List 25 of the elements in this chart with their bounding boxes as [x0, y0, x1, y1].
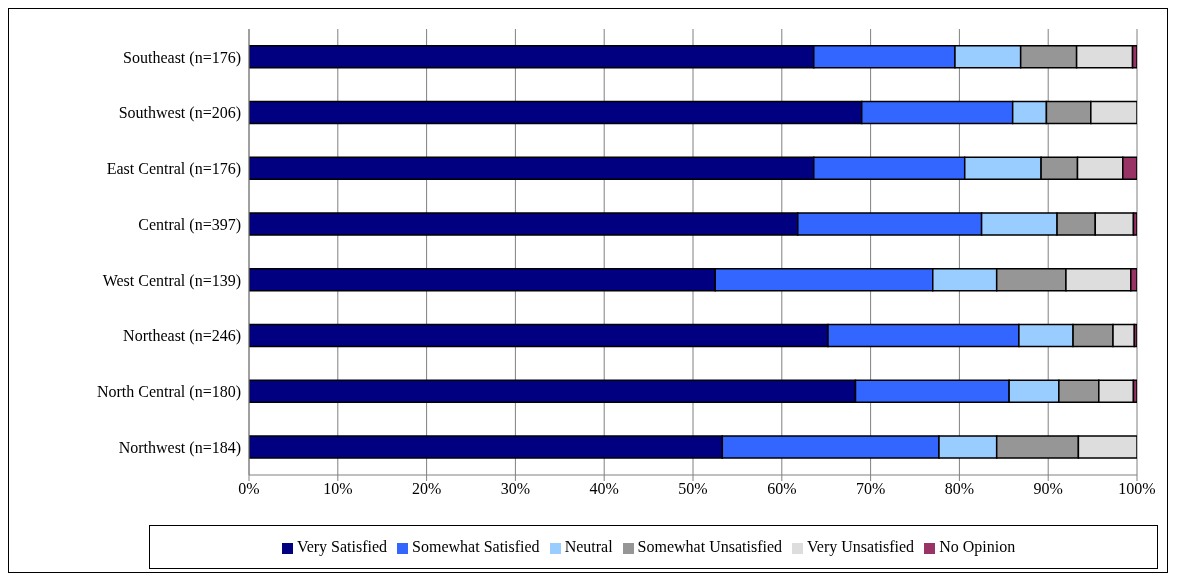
y-tick-label: Southwest (n=206)	[118, 104, 241, 123]
x-tick-label: 70%	[855, 480, 886, 498]
x-tick-label: 100%	[1118, 480, 1156, 498]
y-tick-label: Southeast (n=176)	[123, 48, 241, 67]
y-tick-label: North Central (n=180)	[96, 383, 241, 402]
x-tick-label: 0%	[238, 480, 260, 498]
y-tick-label: West Central (n=139)	[102, 271, 241, 290]
x-tick-label: 20%	[411, 480, 442, 498]
legend-label: Somewhat Satisfied	[412, 538, 540, 555]
x-tick-label: 50%	[678, 480, 708, 498]
legend-label: Very Satisfied	[296, 538, 388, 555]
y-tick-label: East Central (n=176)	[106, 160, 241, 179]
x-tick-label: 30%	[500, 480, 531, 498]
legend-label: Very Unsatisfied	[807, 538, 915, 555]
x-tick-label: 60%	[767, 480, 797, 498]
x-tick-label: 90%	[1033, 480, 1063, 498]
x-tick-label: 80%	[944, 480, 975, 498]
legend-label: No Opinion	[939, 538, 1016, 555]
x-tick-label: 40%	[589, 480, 619, 498]
y-tick-label: Northeast (n=246)	[123, 327, 241, 346]
legend-label: Somewhat Unsatisfied	[637, 538, 783, 555]
y-tick-label: Central (n=397)	[138, 215, 241, 234]
y-tick-label: Northwest (n=184)	[118, 438, 241, 457]
x-tick-label: 10%	[323, 480, 353, 498]
legend-label: Neutral	[564, 538, 613, 555]
